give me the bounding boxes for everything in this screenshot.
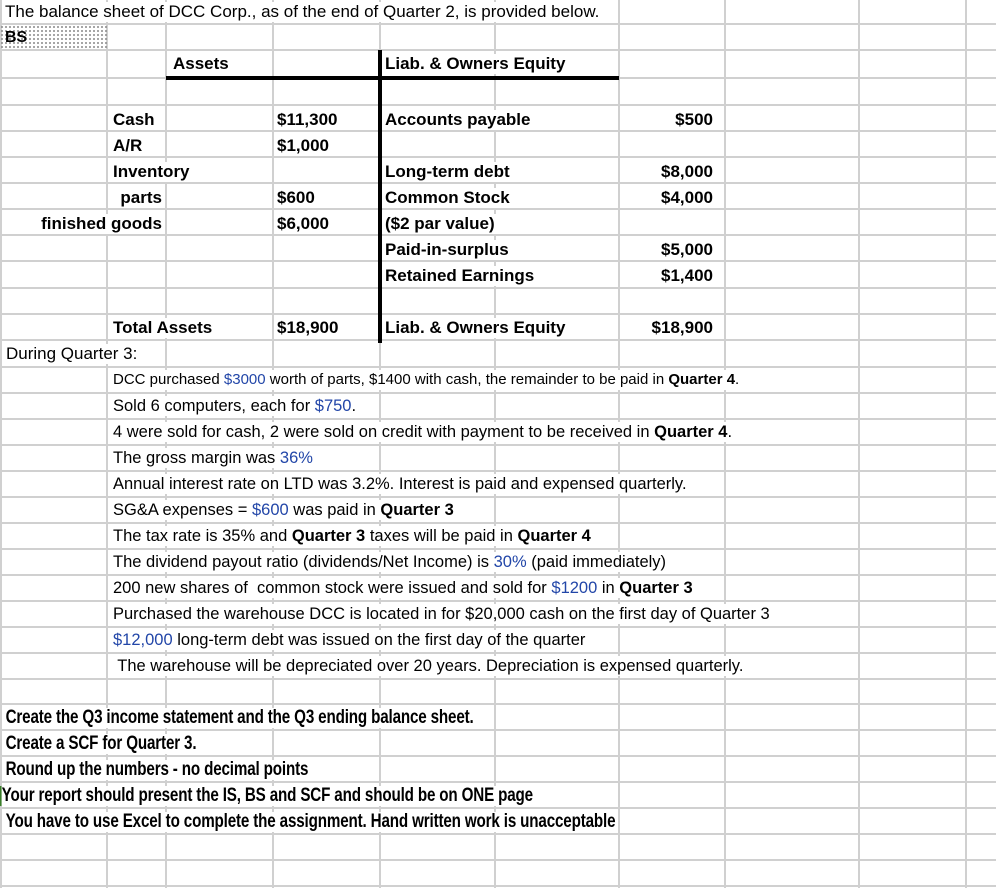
liab-label-common-stock[interactable]: Common Stock: [383, 188, 512, 208]
asset-label-ar[interactable]: A/R: [111, 136, 145, 156]
quarter3-event-line[interactable]: 4 were sold for cash, 2 were sold on cre…: [111, 422, 735, 442]
asset-label-inventory[interactable]: Inventory: [111, 162, 192, 182]
liab-value-retained-earnings[interactable]: $1,400: [659, 266, 715, 286]
intro-text[interactable]: The balance sheet of DCC Corp., as of th…: [3, 2, 602, 22]
highlighted-value: $750: [314, 397, 352, 415]
bold-text: Quarter 4: [668, 371, 736, 388]
text-segment: The tax rate is 35% and: [113, 527, 292, 545]
total-assets-value[interactable]: $18,900: [275, 318, 341, 338]
quarter3-event-line[interactable]: The gross margin was 36%: [111, 448, 315, 468]
highlighted-value: $1200: [551, 579, 598, 597]
text-segment: worth of parts, $1400 with cash, the rem…: [265, 371, 669, 388]
quarter3-event-line[interactable]: SG&A expenses = $600 was paid in Quarter…: [111, 500, 456, 520]
assets-header[interactable]: Assets: [171, 54, 231, 74]
quarter3-event-line[interactable]: 200 new shares of common stock were issu…: [111, 578, 695, 598]
asset-value-finished-goods[interactable]: $6,000: [275, 214, 331, 234]
quarter3-event-line[interactable]: The warehouse will be depreciated over 2…: [111, 656, 746, 676]
asset-label-finished-goods[interactable]: finished goods: [39, 214, 164, 234]
asset-label-parts[interactable]: parts: [118, 188, 164, 208]
bold-text: Quarter 4: [654, 423, 728, 441]
bold-text: Quarter 3: [291, 527, 366, 545]
liab-value-common-stock[interactable]: $4,000: [659, 188, 715, 208]
quarter3-event-line[interactable]: $12,000 long-term debt was issued on the…: [111, 630, 588, 650]
text-segment: taxes will be paid in: [365, 527, 518, 545]
liab-label-ap[interactable]: Accounts payable: [383, 110, 533, 130]
total-liab-label[interactable]: Liab. & Owners Equity: [383, 318, 568, 338]
text-segment: .: [727, 423, 733, 441]
highlighted-value: $600: [251, 501, 289, 519]
text-segment: Purchased the warehouse DCC is located i…: [113, 605, 770, 623]
highlighted-value: $3000: [223, 371, 266, 388]
text-segment: .: [351, 397, 357, 415]
bold-text: Quarter 3: [380, 501, 454, 519]
copy-marquee: [0, 25, 107, 50]
text-segment: 200 new shares of common stock were issu…: [113, 579, 552, 597]
header-underline: [166, 76, 619, 80]
instruction-line[interactable]: You have to use Excel to complete the as…: [4, 811, 617, 832]
text-segment: The gross margin was: [113, 449, 280, 467]
highlighted-value: 30%: [493, 553, 527, 571]
bold-text: Quarter 3: [619, 579, 693, 597]
highlighted-value: $12,000: [113, 631, 173, 649]
text-segment: 4 were sold for cash, 2 were sold on cre…: [113, 423, 655, 441]
total-liab-value[interactable]: $18,900: [649, 318, 715, 338]
quarter3-event-line[interactable]: The tax rate is 35% and Quarter 3 taxes …: [111, 526, 593, 546]
text-segment: DCC purchased: [113, 371, 224, 388]
quarter3-event-line[interactable]: DCC purchased $3000 worth of parts, $140…: [111, 370, 742, 390]
instruction-line[interactable]: Round up the numbers - no decimal points: [4, 759, 310, 780]
quarter3-event-line[interactable]: The dividend payout ratio (dividends/Net…: [111, 552, 669, 572]
liab-label-paid-in-surplus[interactable]: Paid-in-surplus: [383, 240, 511, 260]
instruction-line[interactable]: Create the Q3 income statement and the Q…: [4, 707, 476, 728]
bold-text: Quarter 4: [517, 527, 591, 545]
quarter3-event-line[interactable]: Purchased the warehouse DCC is located i…: [111, 604, 772, 624]
text-segment: .: [735, 371, 740, 388]
asset-value-parts[interactable]: $600: [275, 188, 317, 208]
quarter3-event-line[interactable]: Sold 6 computers, each for $750.: [111, 396, 359, 416]
text-segment: in: [597, 579, 620, 597]
asset-label-cash[interactable]: Cash: [111, 110, 157, 130]
asset-value-cash[interactable]: $11,300: [275, 110, 340, 130]
instruction-line[interactable]: Your report should present the IS, BS an…: [0, 785, 535, 806]
text-segment: long-term debt was issued on the first d…: [172, 631, 586, 649]
liab-label-retained-earnings[interactable]: Retained Earnings: [383, 266, 537, 286]
highlighted-value: 36%: [279, 449, 313, 467]
text-segment: The warehouse will be depreciated over 2…: [113, 657, 744, 675]
text-segment: The dividend payout ratio (dividends/Net…: [113, 553, 494, 571]
liab-label-par-value[interactable]: ($2 par value): [383, 214, 497, 234]
liab-label-ltd[interactable]: Long-term debt: [383, 162, 512, 182]
asset-value-ar[interactable]: $1,000: [275, 136, 331, 156]
text-segment: (paid immediately): [526, 553, 667, 571]
liab-value-paid-in-surplus[interactable]: $5,000: [659, 240, 715, 260]
text-segment: was paid in: [288, 501, 381, 519]
sheet-tag-bs[interactable]: BS: [5, 29, 28, 46]
liab-value-ap[interactable]: $500: [673, 110, 715, 130]
quarter3-heading[interactable]: During Quarter 3:: [4, 344, 140, 364]
text-segment: Sold 6 computers, each for: [113, 397, 315, 415]
liab-value-ltd[interactable]: $8,000: [659, 162, 715, 182]
text-segment: SG&A expenses =: [113, 501, 252, 519]
total-assets-label[interactable]: Total Assets: [111, 318, 215, 338]
liab-header[interactable]: Liab. & Owners Equity: [383, 54, 568, 74]
t-account-divider: [378, 50, 382, 343]
quarter3-event-line[interactable]: Annual interest rate on LTD was 3.2%. In…: [111, 474, 689, 494]
text-segment: Annual interest rate on LTD was 3.2%. In…: [113, 475, 687, 493]
instruction-line[interactable]: Create a SCF for Quarter 3.: [4, 733, 199, 754]
